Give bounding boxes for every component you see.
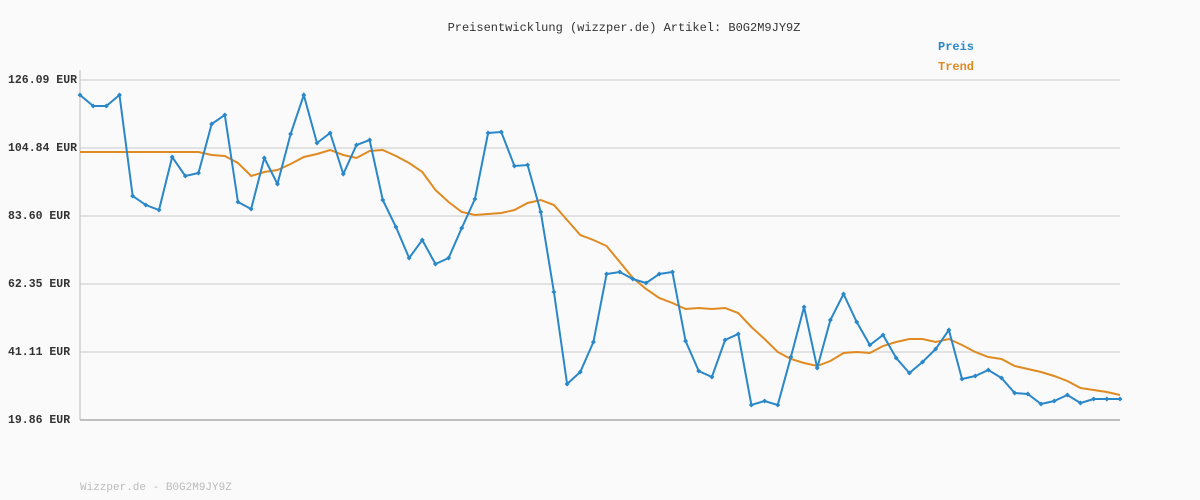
point-marker [933, 346, 939, 352]
point-marker [722, 337, 728, 343]
point-marker [999, 375, 1005, 381]
point-marker [314, 140, 320, 146]
point-marker [893, 355, 899, 361]
point-marker [604, 271, 610, 277]
series-line [80, 148, 1121, 396]
point-marker [195, 170, 201, 176]
point-marker [1038, 401, 1044, 407]
point-marker [564, 381, 570, 387]
point-marker [788, 354, 794, 360]
point-marker [867, 342, 873, 348]
point-marker [525, 162, 531, 168]
point-marker [367, 137, 373, 143]
legend-entry: Trend [938, 60, 974, 74]
legend-entry: Preis [938, 40, 974, 54]
point-marker [590, 339, 596, 345]
point-marker [248, 206, 254, 212]
point-marker [735, 331, 741, 337]
point-marker [156, 207, 162, 213]
point-marker [577, 369, 583, 375]
point-marker [841, 291, 847, 297]
point-marker [169, 154, 175, 160]
point-marker [406, 255, 412, 261]
point-marker [130, 193, 136, 199]
point-marker [353, 142, 359, 148]
point-marker [143, 202, 149, 208]
point-marker [683, 338, 689, 344]
point-marker [209, 121, 215, 127]
point-marker [801, 304, 807, 310]
point-marker [288, 131, 294, 137]
point-marker [696, 368, 702, 374]
point-marker [827, 317, 833, 323]
point-marker [814, 365, 820, 371]
y-tick-label: 62.35 EUR [8, 278, 70, 291]
point-marker [1012, 390, 1018, 396]
point-marker [1025, 391, 1031, 397]
point-marker [498, 129, 504, 135]
point-marker [643, 280, 649, 286]
y-tick-label: 83.60 EUR [8, 210, 70, 223]
point-marker [472, 196, 478, 202]
point-marker [880, 332, 886, 338]
point-marker [669, 269, 675, 275]
point-marker [748, 402, 754, 408]
point-marker [432, 261, 438, 267]
point-marker [90, 103, 96, 109]
point-marker [235, 199, 241, 205]
point-marker [762, 398, 768, 404]
y-tick-label: 19.86 EUR [8, 414, 70, 427]
point-marker [1091, 396, 1097, 402]
point-marker [274, 181, 280, 187]
point-marker [959, 376, 965, 382]
chart-title: Preisentwicklung (wizzper.de) Artikel: B… [448, 21, 801, 35]
point-marker [103, 103, 109, 109]
point-marker [222, 112, 228, 118]
point-marker [301, 92, 307, 98]
point-marker [656, 271, 662, 277]
point-marker [77, 92, 83, 98]
point-marker [630, 276, 636, 282]
point-marker [972, 373, 978, 379]
y-tick-label: 126.09 EUR [8, 74, 77, 87]
point-marker [380, 197, 386, 203]
point-marker [393, 224, 399, 230]
y-tick-label: 41.11 EUR [8, 346, 70, 359]
point-marker [327, 130, 333, 136]
point-marker [1078, 400, 1084, 406]
series-line [79, 91, 1120, 407]
point-marker [985, 367, 991, 373]
point-marker [261, 155, 267, 161]
point-marker [906, 370, 912, 376]
point-marker [946, 327, 952, 333]
point-marker [1064, 392, 1070, 398]
point-marker [854, 319, 860, 325]
point-marker [446, 255, 452, 261]
point-marker [538, 209, 544, 215]
point-marker [775, 402, 781, 408]
point-marker [617, 269, 623, 275]
point-marker [340, 171, 346, 177]
point-marker [551, 289, 557, 295]
point-marker [459, 225, 465, 231]
point-marker [116, 92, 122, 98]
y-tick-label: 104.84 EUR [8, 142, 77, 155]
point-marker [1104, 396, 1110, 402]
point-marker [485, 130, 491, 136]
point-marker [419, 237, 425, 243]
point-marker [182, 173, 188, 179]
footer: Wizzper.de - B0G2M9JY9Z [80, 482, 232, 494]
point-marker [511, 163, 517, 169]
point-marker [1117, 396, 1123, 402]
point-marker [920, 359, 926, 365]
point-marker [709, 374, 715, 380]
point-marker [1051, 398, 1057, 404]
